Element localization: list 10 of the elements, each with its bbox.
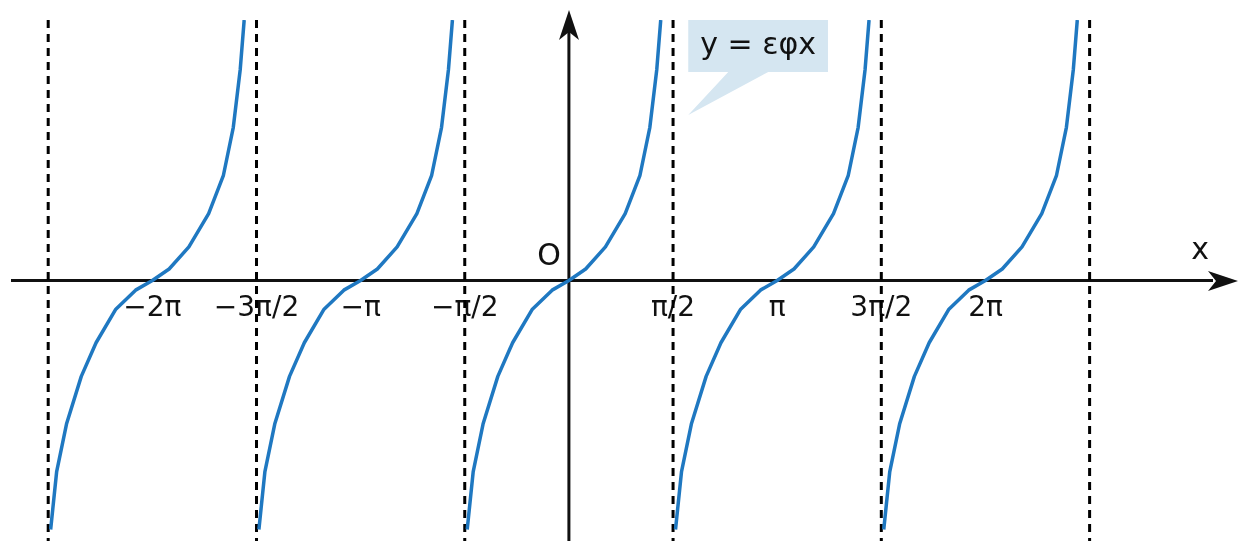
annotation: O xyxy=(537,237,561,273)
x-tick-label: π xyxy=(768,289,786,323)
x-tick-label: −3π/2 xyxy=(213,289,300,323)
x-tick-label: 2π xyxy=(968,289,1003,323)
x-axis-title: x xyxy=(1191,230,1209,266)
annotation: y = εφx xyxy=(700,25,816,61)
x-tick-label: −2π xyxy=(123,289,182,323)
x-tick-label: π/2 xyxy=(651,289,696,323)
x-tick-label: −π xyxy=(340,289,381,323)
x-tick-label: −π/2 xyxy=(430,289,499,323)
